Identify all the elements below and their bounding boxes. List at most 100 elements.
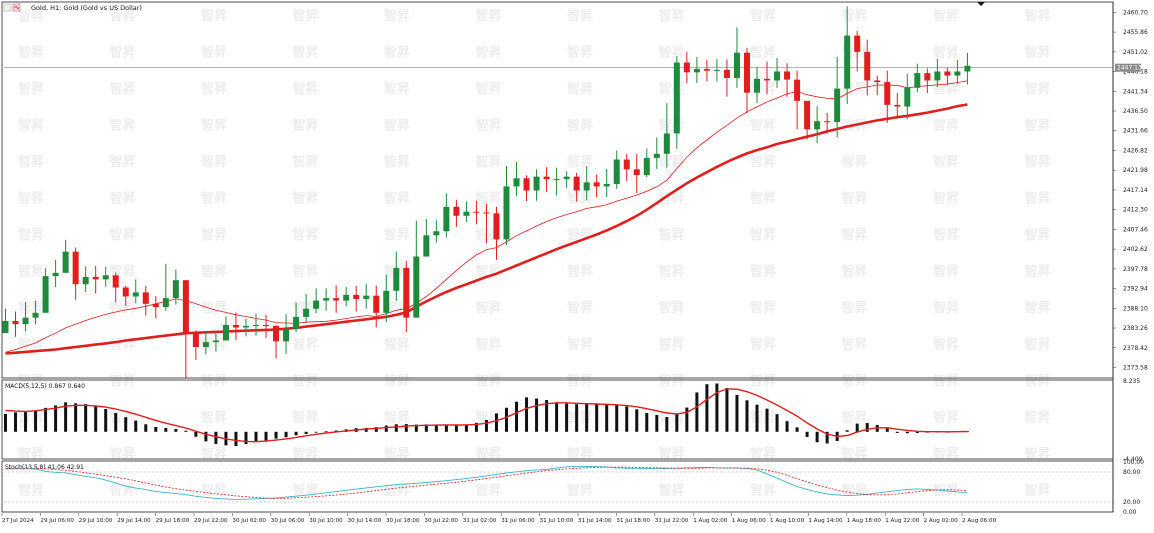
candle-bear — [403, 267, 410, 318]
watermark-text: 智昇 — [110, 8, 136, 24]
candle-bear — [924, 73, 931, 81]
watermark-text: 智昇 — [384, 410, 410, 426]
candle-bear — [874, 80, 881, 83]
price-tick-label: 2460.70 — [1123, 9, 1148, 16]
candle-bear — [723, 69, 730, 78]
macd-signal-line — [5, 388, 968, 443]
candle-bear — [764, 78, 771, 81]
macd-bar — [94, 406, 98, 432]
candle-bull — [693, 69, 700, 73]
watermark-text: 智昇 — [293, 45, 319, 61]
candle-bull — [904, 87, 911, 107]
time-tick-label: 31 Jul 06:00 — [501, 518, 535, 524]
watermark-text: 智昇 — [1025, 227, 1051, 243]
candle-bear — [453, 206, 460, 216]
watermark-text: 智昇 — [750, 118, 776, 134]
watermark-text: 智昇 — [933, 118, 959, 134]
candle-bull — [553, 179, 560, 181]
watermark-text: 智昇 — [293, 227, 319, 243]
watermark-text: 智昇 — [293, 337, 319, 353]
stoch-main-line — [5, 465, 968, 500]
macd-bar — [244, 431, 248, 445]
candle-bear — [483, 212, 490, 214]
time-tick-label: 30 Jul 02:00 — [232, 518, 266, 524]
macd-bar — [545, 400, 549, 432]
chart-shift-marker — [977, 2, 985, 6]
macd-bar — [394, 424, 398, 432]
watermark-text: 智昇 — [842, 300, 868, 316]
candle-bull — [653, 153, 660, 158]
watermark-text: 智昇 — [18, 81, 44, 97]
watermark-text: 智昇 — [933, 191, 959, 207]
macd-bar — [364, 427, 368, 432]
watermark-text: 智昇 — [659, 483, 685, 499]
watermark-text: 智昇 — [110, 81, 136, 97]
macd-bar — [575, 404, 579, 432]
time-axis: 27 Jul 2024 29 Jul 06:00 29 Jul 10:00 29 Ju… — [1, 513, 997, 524]
time-tick-label: 30 Jul 14:00 — [348, 518, 382, 524]
candle-bear — [784, 71, 791, 80]
price-tick-label: 2446.18 — [1123, 69, 1148, 76]
candle-bear — [182, 280, 189, 334]
watermark-text: 智昇 — [567, 191, 593, 207]
macd-bar — [54, 405, 58, 432]
macd-bar — [314, 431, 318, 433]
candle-bull — [383, 290, 390, 313]
watermark-text: 智昇 — [201, 227, 227, 243]
time-tick-label: 29 Jul 18:00 — [156, 518, 190, 524]
watermark-text: 智昇 — [842, 483, 868, 499]
watermark-text: 智昇 — [567, 446, 593, 462]
candle-bear — [142, 292, 149, 304]
candle-bull — [563, 176, 570, 180]
watermark-text: 智昇 — [18, 118, 44, 134]
watermark-text: 智昇 — [933, 337, 959, 353]
candle-bull — [303, 308, 310, 317]
price-tick-label: 2431.66 — [1123, 128, 1148, 135]
macd-bar — [505, 407, 508, 432]
macd-bar — [274, 431, 278, 439]
watermark-text: 智昇 — [201, 81, 227, 97]
time-tick-label: 31 Jul 22:00 — [655, 518, 689, 524]
price-tick-label: 2426.82 — [1123, 147, 1148, 154]
candle-bear — [804, 100, 811, 130]
watermark-text: 智昇 — [384, 227, 410, 243]
price-tick-label: 2402.62 — [1123, 246, 1148, 253]
watermark-text: 智昇 — [476, 373, 502, 389]
candle-bear — [122, 287, 129, 297]
window-icon[interactable] — [3, 3, 12, 12]
watermark-text: 智昇 — [18, 45, 44, 61]
watermark-text: 智昇 — [1025, 45, 1051, 61]
watermark-text: 智昇 — [18, 154, 44, 170]
candle-bull — [363, 295, 370, 299]
macd-bar — [665, 417, 669, 432]
watermark-text: 智昇 — [110, 118, 136, 134]
watermark-text: 智昇 — [476, 45, 502, 61]
macd-bar — [555, 402, 559, 432]
watermark-text: 智昇 — [476, 337, 502, 353]
macd-bar — [424, 424, 428, 432]
watermark-text: 智昇 — [750, 191, 776, 207]
price-tick-label: 2407.46 — [1123, 226, 1148, 233]
macd-bar — [144, 424, 148, 432]
watermark-text: 智昇 — [567, 81, 593, 97]
watermark-text: 智昇 — [293, 410, 319, 426]
watermark-text: 智昇 — [659, 81, 685, 97]
candle-bull — [713, 69, 720, 71]
watermark-text: 智昇 — [384, 483, 410, 499]
time-tick-label: 30 Jul 06:00 — [271, 518, 305, 524]
macd-bar — [745, 400, 749, 432]
time-tick-label: 2 Aug 06:00 — [962, 518, 997, 524]
price-tick-label: 2388.10 — [1123, 305, 1148, 312]
macd-bar — [74, 403, 78, 432]
candle-bear — [192, 333, 199, 348]
time-tick-label: 30 Jul 18:00 — [386, 518, 420, 524]
chart-type-icon[interactable] — [12, 3, 21, 12]
watermark-text: 智昇 — [1025, 483, 1051, 499]
candle-bull — [242, 325, 249, 328]
watermark-text: 智昇 — [842, 154, 868, 170]
watermark-text: 智昇 — [567, 264, 593, 280]
watermark-text: 智昇 — [933, 410, 959, 426]
watermark-text: 智昇 — [384, 154, 410, 170]
macd-bar — [374, 427, 378, 432]
